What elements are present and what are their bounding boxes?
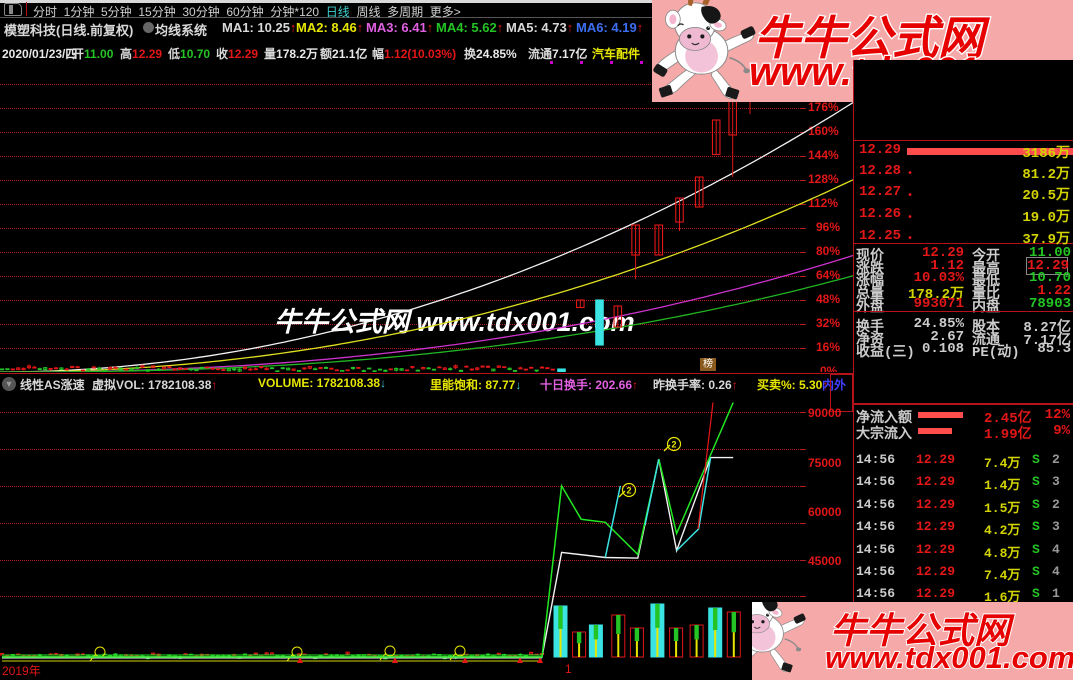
svg-text:2: 2	[671, 439, 676, 449]
svg-text:2: 2	[626, 485, 631, 495]
